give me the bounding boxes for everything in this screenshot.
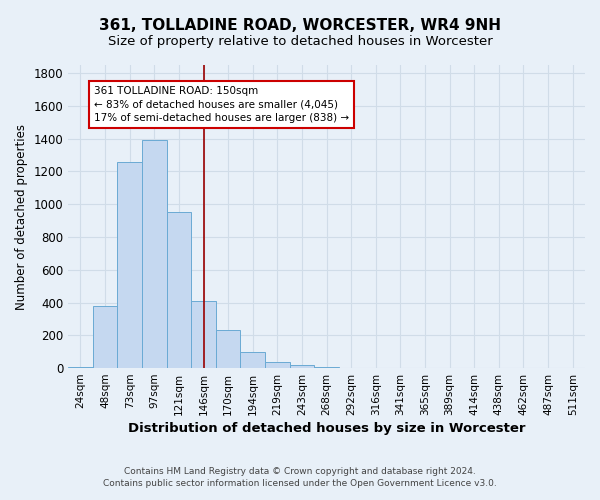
- Y-axis label: Number of detached properties: Number of detached properties: [15, 124, 28, 310]
- Text: 361, TOLLADINE ROAD, WORCESTER, WR4 9NH: 361, TOLLADINE ROAD, WORCESTER, WR4 9NH: [99, 18, 501, 32]
- Bar: [241, 352, 265, 368]
- Bar: [265, 362, 290, 368]
- Text: Contains HM Land Registry data © Crown copyright and database right 2024.
Contai: Contains HM Land Registry data © Crown c…: [103, 466, 497, 487]
- Bar: [142, 140, 167, 368]
- Bar: [191, 301, 216, 368]
- Bar: [290, 365, 314, 368]
- Text: Size of property relative to detached houses in Worcester: Size of property relative to detached ho…: [107, 35, 493, 48]
- X-axis label: Distribution of detached houses by size in Worcester: Distribution of detached houses by size …: [128, 422, 526, 435]
- Bar: [216, 330, 241, 368]
- Bar: [93, 306, 118, 368]
- Bar: [167, 212, 191, 368]
- Text: 361 TOLLADINE ROAD: 150sqm
← 83% of detached houses are smaller (4,045)
17% of s: 361 TOLLADINE ROAD: 150sqm ← 83% of deta…: [94, 86, 349, 122]
- Bar: [118, 162, 142, 368]
